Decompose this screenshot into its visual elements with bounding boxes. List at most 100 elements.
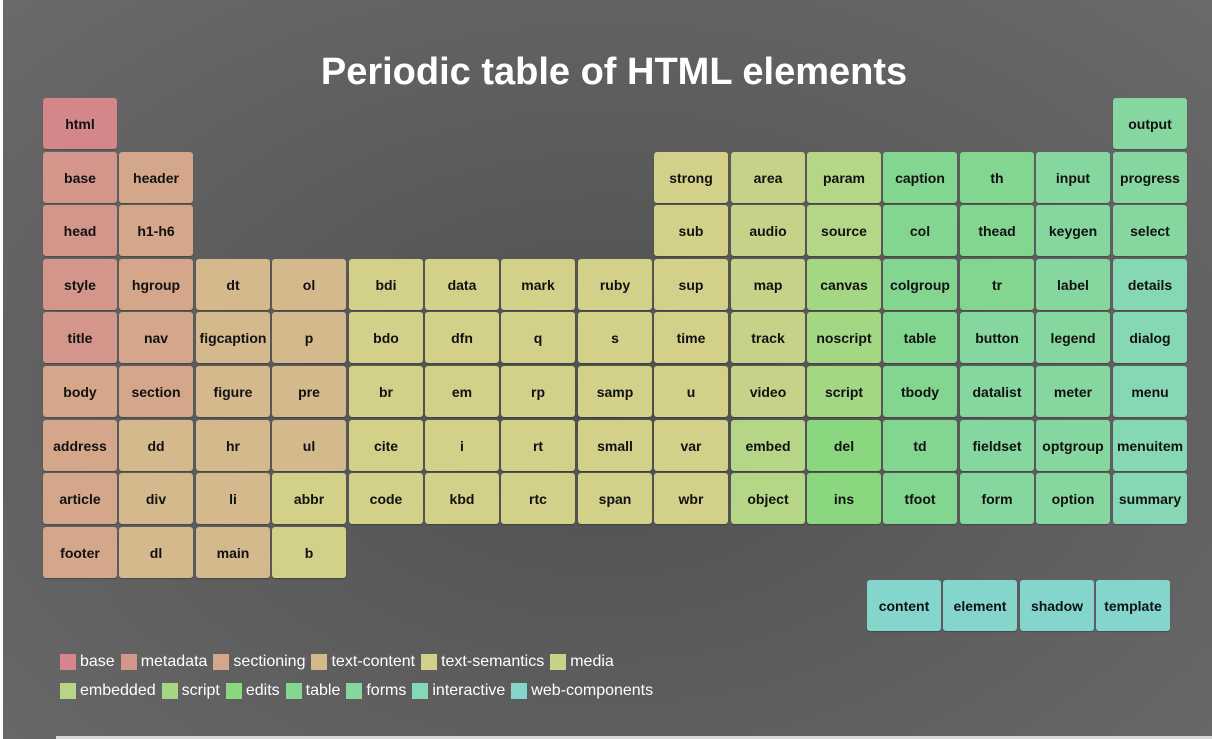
element-ins[interactable]: ins	[807, 473, 881, 524]
element-canvas[interactable]: canvas	[807, 259, 881, 310]
element-section[interactable]: section	[119, 366, 193, 417]
element-tr[interactable]: tr	[960, 259, 1034, 310]
element-head[interactable]: head	[43, 205, 117, 256]
element-li[interactable]: li	[196, 473, 270, 524]
element-element[interactable]: element	[943, 580, 1017, 631]
element-param[interactable]: param	[807, 152, 881, 203]
element-video[interactable]: video	[731, 366, 805, 417]
element-option[interactable]: option	[1036, 473, 1110, 524]
element-code[interactable]: code	[349, 473, 423, 524]
element-figure[interactable]: figure	[196, 366, 270, 417]
element-p[interactable]: p	[272, 312, 346, 363]
element-figcaption[interactable]: figcaption	[196, 312, 270, 363]
element-dfn[interactable]: dfn	[425, 312, 499, 363]
element-data[interactable]: data	[425, 259, 499, 310]
element-b[interactable]: b	[272, 527, 346, 578]
element-hgroup[interactable]: hgroup	[119, 259, 193, 310]
element-sub[interactable]: sub	[654, 205, 728, 256]
element-ul[interactable]: ul	[272, 420, 346, 471]
element-noscript[interactable]: noscript	[807, 312, 881, 363]
element-rp[interactable]: rp	[501, 366, 575, 417]
element-sup[interactable]: sup	[654, 259, 728, 310]
element-time[interactable]: time	[654, 312, 728, 363]
element-source[interactable]: source	[807, 205, 881, 256]
element-thead[interactable]: thead	[960, 205, 1034, 256]
element-form[interactable]: form	[960, 473, 1034, 524]
element-dialog[interactable]: dialog	[1113, 312, 1187, 363]
element-footer[interactable]: footer	[43, 527, 117, 578]
element-optgroup[interactable]: optgroup	[1036, 420, 1110, 471]
element-wbr[interactable]: wbr	[654, 473, 728, 524]
element-content[interactable]: content	[867, 580, 941, 631]
element-datalist[interactable]: datalist	[960, 366, 1034, 417]
element-output[interactable]: output	[1113, 98, 1187, 149]
element-script[interactable]: script	[807, 366, 881, 417]
element-br[interactable]: br	[349, 366, 423, 417]
element-del[interactable]: del	[807, 420, 881, 471]
element-col[interactable]: col	[883, 205, 957, 256]
element-hr[interactable]: hr	[196, 420, 270, 471]
element-keygen[interactable]: keygen	[1036, 205, 1110, 256]
element-ruby[interactable]: ruby	[578, 259, 652, 310]
element-h1-h6[interactable]: h1-h6	[119, 205, 193, 256]
element-address[interactable]: address	[43, 420, 117, 471]
element-details[interactable]: details	[1113, 259, 1187, 310]
element-base[interactable]: base	[43, 152, 117, 203]
element-legend[interactable]: legend	[1036, 312, 1110, 363]
element-s[interactable]: s	[578, 312, 652, 363]
element-body[interactable]: body	[43, 366, 117, 417]
element-colgroup[interactable]: colgroup	[883, 259, 957, 310]
element-dl[interactable]: dl	[119, 527, 193, 578]
element-td[interactable]: td	[883, 420, 957, 471]
element-strong[interactable]: strong	[654, 152, 728, 203]
element-pre[interactable]: pre	[272, 366, 346, 417]
element-abbr[interactable]: abbr	[272, 473, 346, 524]
element-article[interactable]: article	[43, 473, 117, 524]
element-select[interactable]: select	[1113, 205, 1187, 256]
element-html[interactable]: html	[43, 98, 117, 149]
element-q[interactable]: q	[501, 312, 575, 363]
element-summary[interactable]: summary	[1113, 473, 1187, 524]
element-dd[interactable]: dd	[119, 420, 193, 471]
element-menu[interactable]: menu	[1113, 366, 1187, 417]
element-var[interactable]: var	[654, 420, 728, 471]
element-i[interactable]: i	[425, 420, 499, 471]
element-style[interactable]: style	[43, 259, 117, 310]
element-mark[interactable]: mark	[501, 259, 575, 310]
element-bdi[interactable]: bdi	[349, 259, 423, 310]
element-small[interactable]: small	[578, 420, 652, 471]
element-template[interactable]: template	[1096, 580, 1170, 631]
element-embed[interactable]: embed	[731, 420, 805, 471]
element-cite[interactable]: cite	[349, 420, 423, 471]
element-area[interactable]: area	[731, 152, 805, 203]
element-nav[interactable]: nav	[119, 312, 193, 363]
element-audio[interactable]: audio	[731, 205, 805, 256]
element-main[interactable]: main	[196, 527, 270, 578]
element-em[interactable]: em	[425, 366, 499, 417]
element-dt[interactable]: dt	[196, 259, 270, 310]
element-table[interactable]: table	[883, 312, 957, 363]
element-object[interactable]: object	[731, 473, 805, 524]
element-rt[interactable]: rt	[501, 420, 575, 471]
element-span[interactable]: span	[578, 473, 652, 524]
element-meter[interactable]: meter	[1036, 366, 1110, 417]
element-header[interactable]: header	[119, 152, 193, 203]
element-caption[interactable]: caption	[883, 152, 957, 203]
element-title[interactable]: title	[43, 312, 117, 363]
element-tbody[interactable]: tbody	[883, 366, 957, 417]
element-input[interactable]: input	[1036, 152, 1110, 203]
element-menuitem[interactable]: menuitem	[1113, 420, 1187, 471]
element-kbd[interactable]: kbd	[425, 473, 499, 524]
element-rtc[interactable]: rtc	[501, 473, 575, 524]
element-label[interactable]: label	[1036, 259, 1110, 310]
element-map[interactable]: map	[731, 259, 805, 310]
element-button[interactable]: button	[960, 312, 1034, 363]
element-shadow[interactable]: shadow	[1020, 580, 1094, 631]
element-progress[interactable]: progress	[1113, 152, 1187, 203]
element-div[interactable]: div	[119, 473, 193, 524]
element-bdo[interactable]: bdo	[349, 312, 423, 363]
element-samp[interactable]: samp	[578, 366, 652, 417]
element-fieldset[interactable]: fieldset	[960, 420, 1034, 471]
element-tfoot[interactable]: tfoot	[883, 473, 957, 524]
element-u[interactable]: u	[654, 366, 728, 417]
